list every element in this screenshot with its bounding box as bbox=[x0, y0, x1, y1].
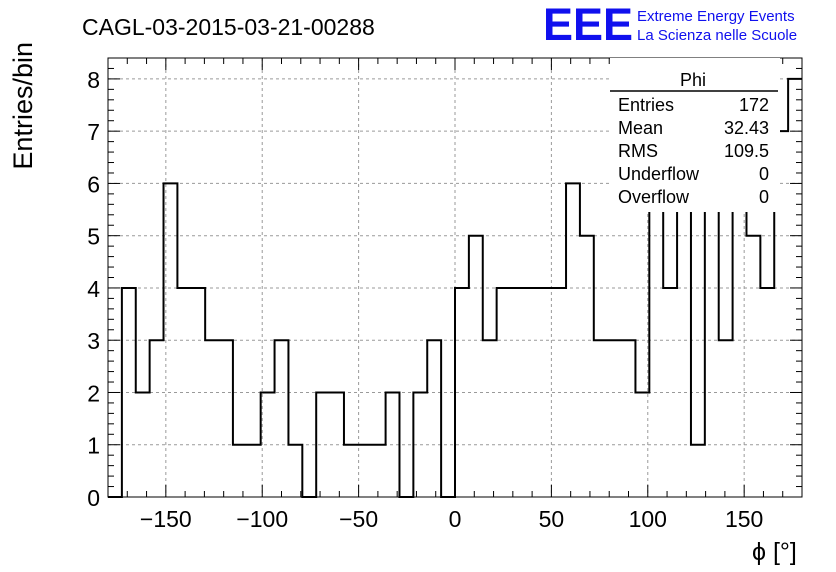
y-tick-label: 5 bbox=[87, 224, 100, 250]
histogram-bin bbox=[663, 288, 677, 497]
logo-line-2: La Scienza nelle Scuole bbox=[637, 27, 797, 44]
histogram-bin bbox=[608, 340, 622, 497]
histogram-bin bbox=[247, 445, 261, 497]
x-tick-label: −50 bbox=[339, 506, 378, 532]
histogram-bin bbox=[316, 392, 330, 497]
histogram-bin bbox=[413, 392, 427, 497]
histogram-bin bbox=[594, 340, 608, 497]
stats-rows: Entries 172 Mean 32.43 RMS 109.5 Underflow 0 Ove… bbox=[618, 95, 769, 207]
histogram-bin bbox=[455, 288, 469, 497]
histogram-bin bbox=[746, 236, 760, 497]
axis-ticks: −150 −100 −50 0 50 100 150 0 1 2 3 4 5 6 7 8 bbox=[87, 58, 803, 532]
histogram-bin bbox=[427, 340, 441, 497]
histogram-bin bbox=[511, 288, 525, 497]
histogram-bin bbox=[288, 445, 302, 497]
x-axis-label: ϕ [°] bbox=[752, 538, 797, 566]
stats-box: Phi Entries 172 Mean 32.43 RMS 109.5 Underflow… bbox=[610, 58, 780, 212]
y-tick-label: 3 bbox=[87, 328, 100, 354]
histogram-bin bbox=[469, 236, 483, 497]
x-tick-label: −150 bbox=[140, 506, 192, 532]
x-tick-label: 100 bbox=[629, 506, 667, 532]
histogram-line bbox=[108, 77, 802, 498]
stats-label: Underflow bbox=[618, 164, 700, 184]
stats-value: 0 bbox=[759, 164, 769, 184]
y-tick-label: 6 bbox=[87, 171, 100, 197]
histogram-bin bbox=[233, 445, 247, 497]
histogram-bin bbox=[552, 288, 566, 497]
histogram-bin bbox=[177, 288, 191, 497]
x-tick-label: 150 bbox=[725, 506, 763, 532]
histogram-bin bbox=[538, 288, 552, 497]
histogram-bin bbox=[136, 392, 150, 497]
eee-logo: EEE Extreme Energy Events La Scienza nel… bbox=[543, 0, 797, 50]
histogram-bin bbox=[580, 236, 594, 497]
y-tick-label: 1 bbox=[87, 433, 100, 459]
histogram-bin bbox=[497, 288, 511, 497]
stats-value: 172 bbox=[739, 95, 769, 115]
histogram-bin bbox=[205, 340, 219, 497]
histogram-bin bbox=[344, 445, 358, 497]
histogram-bin bbox=[760, 288, 774, 497]
stats-label: Entries bbox=[618, 95, 674, 115]
stats-value: 109.5 bbox=[724, 141, 769, 161]
histogram-bin bbox=[788, 79, 802, 497]
y-tick-label: 4 bbox=[87, 276, 100, 302]
stats-box-name: Phi bbox=[680, 70, 706, 90]
histogram-bin bbox=[122, 288, 136, 497]
chart-title: CAGL-03-2015-03-21-00288 bbox=[82, 14, 375, 40]
histogram-bin bbox=[386, 392, 400, 497]
x-tick-label: 50 bbox=[539, 506, 565, 532]
stats-label: Mean bbox=[618, 118, 663, 138]
histogram-bin bbox=[691, 445, 705, 497]
histogram-bin bbox=[358, 445, 372, 497]
y-tick-label: 8 bbox=[87, 67, 100, 93]
histogram-bin bbox=[483, 340, 497, 497]
histogram-bin bbox=[635, 392, 649, 497]
histogram-bin bbox=[150, 340, 164, 497]
histogram-bin bbox=[733, 183, 747, 497]
histogram-bin bbox=[622, 340, 636, 497]
histogram-bin bbox=[219, 340, 233, 497]
histogram-bin bbox=[566, 183, 580, 497]
y-tick-label: 0 bbox=[87, 485, 100, 511]
stats-label: Overflow bbox=[618, 187, 690, 207]
histogram-bin bbox=[719, 340, 733, 497]
histogram-bin bbox=[330, 392, 344, 497]
stats-label: RMS bbox=[618, 141, 658, 161]
x-tick-label: −100 bbox=[236, 506, 288, 532]
histogram-bin bbox=[191, 288, 205, 497]
eee-logo-text: EEE bbox=[543, 0, 633, 50]
y-tick-label: 2 bbox=[87, 380, 100, 406]
histogram-bin bbox=[275, 340, 289, 497]
histogram-bin bbox=[524, 288, 538, 497]
stats-value: 0 bbox=[759, 187, 769, 207]
logo-line-1: Extreme Energy Events bbox=[637, 8, 795, 25]
x-tick-label: 0 bbox=[449, 506, 462, 532]
y-axis-label: Entries/bin bbox=[8, 42, 38, 170]
histogram-bin bbox=[372, 445, 386, 497]
stats-box-background bbox=[610, 58, 780, 212]
histogram-bin bbox=[164, 183, 178, 497]
stats-value: 32.43 bbox=[724, 118, 769, 138]
y-tick-label: 7 bbox=[87, 119, 100, 145]
histogram-bin bbox=[261, 392, 275, 497]
